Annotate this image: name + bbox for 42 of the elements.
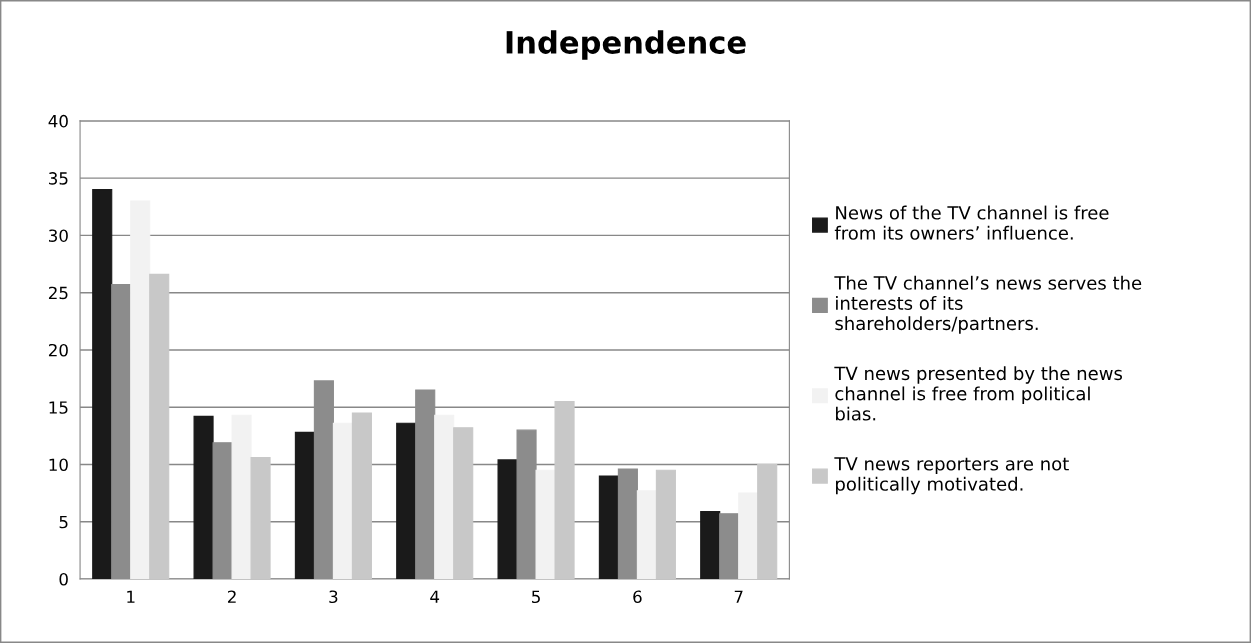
y-tick-label: 10 <box>49 458 68 472</box>
y-tick-label: 25 <box>48 286 68 300</box>
chart-title: Independence <box>506 30 746 60</box>
y-tick-label: 5 <box>59 515 68 529</box>
bar <box>700 510 721 580</box>
legend-label: The TV channel’s news serves the interests of its shareholders/partners. <box>834 275 1142 334</box>
bar <box>738 492 759 580</box>
x-tick-label: 7 <box>734 590 743 603</box>
bar <box>92 189 113 580</box>
bar <box>294 431 315 580</box>
bar <box>231 414 252 580</box>
bar <box>554 400 575 580</box>
x-tick-label: 3 <box>329 590 338 604</box>
x-tick-label: 2 <box>227 590 236 603</box>
legend-label: TV news presented by the news channel is free from political bias. <box>834 366 1123 421</box>
legend-label: TV news reporters are not politically motivated. <box>834 457 1069 495</box>
y-tick-label: 35 <box>49 172 68 185</box>
bar <box>655 469 676 580</box>
bar <box>453 427 474 580</box>
bar <box>130 200 151 580</box>
bar <box>351 412 372 580</box>
y-tick-label: 40 <box>48 114 68 128</box>
y-tick-label: 30 <box>49 229 68 242</box>
bar <box>598 475 619 580</box>
x-tick-label: 5 <box>532 590 540 604</box>
y-tick-label: 20 <box>48 343 68 357</box>
bar <box>332 422 353 580</box>
x-tick-label: 1 <box>127 590 135 603</box>
legend-label: News of the TV channel is free from its owners’ influence. <box>834 205 1109 240</box>
y-tick-label: 15 <box>49 401 68 414</box>
x-tick-label: 6 <box>633 590 642 604</box>
bar <box>250 457 271 580</box>
bar <box>636 490 657 580</box>
bar <box>535 469 556 580</box>
bar <box>757 463 778 580</box>
x-tick-label: 4 <box>430 590 440 603</box>
bar <box>497 459 518 580</box>
bar <box>193 415 214 580</box>
bar <box>396 422 417 580</box>
y-tick-label: 0 <box>59 572 68 586</box>
bar <box>434 414 455 580</box>
bar <box>149 273 170 580</box>
